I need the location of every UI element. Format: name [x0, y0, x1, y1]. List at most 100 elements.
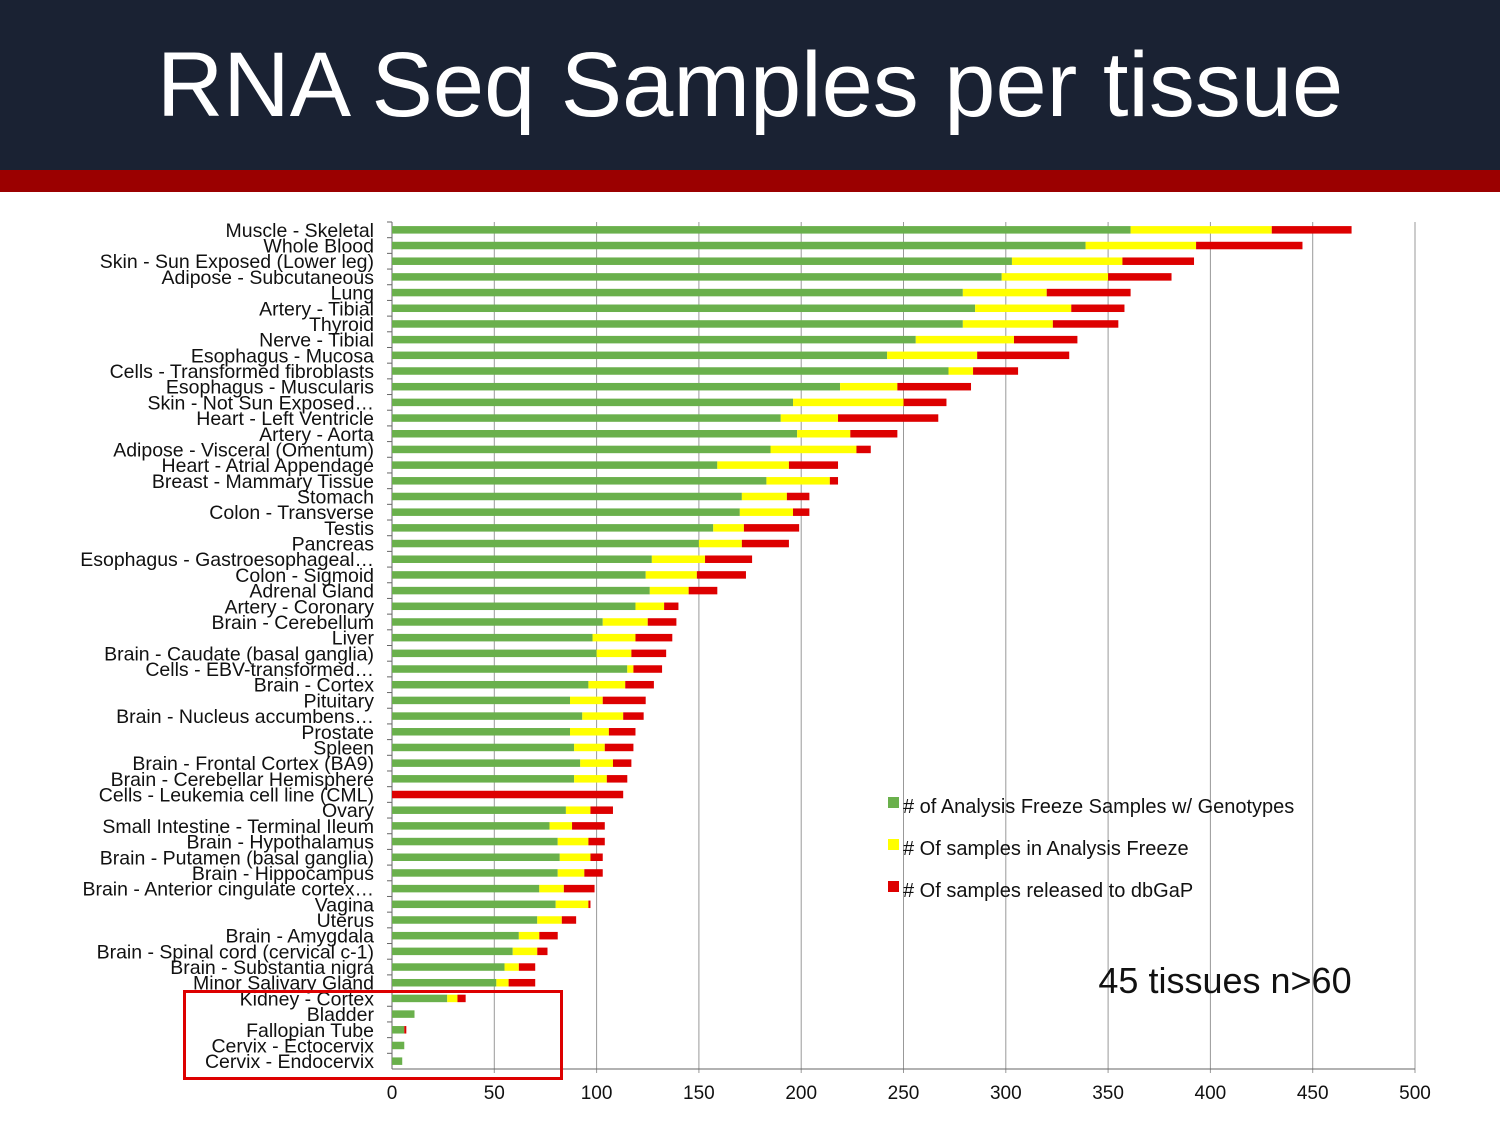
- x-tick-label: 350: [1092, 1083, 1124, 1104]
- category-label: Adrenal Gland: [249, 581, 374, 603]
- category-label: Skin - Not Sun Exposed…: [147, 392, 374, 414]
- category-label: Cells - Leukemia cell line (CML): [99, 785, 374, 807]
- bar-segment: [705, 555, 753, 563]
- bar-segment: [743, 524, 800, 532]
- bar-segment: [1085, 241, 1197, 250]
- category-label: Spleen: [313, 737, 374, 759]
- bar-segment: [392, 712, 583, 720]
- category-label: Vagina: [315, 894, 374, 916]
- bar-segment: [625, 680, 654, 689]
- bar-segment: [1013, 335, 1078, 344]
- category-label: Brain - Cortex: [254, 675, 375, 697]
- bar-segment: [392, 775, 575, 783]
- bar-segment: [392, 414, 781, 422]
- category-label: Liver: [332, 628, 375, 650]
- category-label: Pancreas: [292, 534, 375, 556]
- category-label: Esophagus - Mucosa: [191, 345, 374, 367]
- bar-segment: [962, 288, 1047, 297]
- bar-segment: [856, 445, 871, 454]
- bar-segment: [392, 257, 1012, 265]
- bar-segment: [392, 1041, 405, 1050]
- bar-segment: [1122, 257, 1195, 265]
- category-label: Brain - Spinal cord (cervical c-1): [97, 941, 374, 963]
- bar-segment: [392, 884, 540, 893]
- bar-segment: [563, 884, 595, 893]
- category-label: Testis: [324, 518, 374, 540]
- category-label: Lung: [331, 283, 374, 305]
- bar-segment: [897, 382, 972, 391]
- bar-segment: [741, 492, 787, 501]
- bar-segment: [457, 994, 466, 1003]
- category-label: Whole Blood: [263, 236, 374, 258]
- bar-segment: [512, 947, 538, 956]
- category-label: Stomach: [297, 486, 374, 508]
- bar-segment: [580, 759, 613, 767]
- category-label: Muscle - Skeletal: [226, 220, 374, 242]
- bar-segment: [588, 900, 591, 909]
- bar-segment: [392, 963, 505, 971]
- bar-segment: [392, 524, 714, 532]
- bar-segment: [739, 508, 794, 516]
- bar-segment: [392, 806, 566, 814]
- bar-segment: [717, 461, 789, 469]
- legend-swatch: [888, 839, 899, 850]
- bar-segment: [588, 837, 605, 846]
- category-label: Heart - Atrial Appendage: [162, 455, 374, 477]
- bar-segment: [962, 320, 1053, 328]
- bar-segment: [392, 728, 571, 736]
- category-label: Esophagus - Muscularis: [166, 377, 374, 399]
- bar-segment: [793, 398, 904, 407]
- category-label: Breast - Mammary Tissue: [152, 471, 374, 493]
- category-label: Nerve - Tibial: [259, 330, 374, 352]
- bar-segment: [688, 586, 718, 595]
- bar-segment: [392, 837, 558, 846]
- bar-segment: [392, 335, 916, 344]
- bar-segment: [612, 759, 632, 767]
- bar-segment: [392, 430, 798, 438]
- bar-segment: [518, 963, 536, 971]
- bar-segment: [392, 900, 556, 909]
- bar-segment: [392, 618, 603, 626]
- bar-segment: [539, 884, 564, 893]
- category-label: Colon - Sigmoid: [235, 565, 374, 587]
- bar-segment: [627, 665, 634, 673]
- category-label: Brain - Nucleus accumbens…: [116, 706, 374, 728]
- category-label: Brain - Anterior cingulate cortex…: [82, 879, 374, 901]
- bar-segment: [392, 931, 519, 940]
- x-tick-label: 400: [1195, 1083, 1227, 1104]
- bar-segment: [557, 869, 585, 877]
- bar-segment: [392, 288, 963, 297]
- bar-segment: [549, 822, 573, 830]
- bar-segment: [392, 382, 841, 391]
- bar-segment: [574, 743, 605, 752]
- bar-segment: [392, 477, 767, 485]
- category-label: Brain - Hippocampus: [192, 863, 374, 885]
- bar-segment: [696, 571, 746, 579]
- bar-segment: [392, 633, 593, 642]
- category-label: Artery - Aorta: [259, 424, 374, 446]
- bar-segment: [915, 335, 1014, 344]
- category-label: Heart - Left Ventricle: [196, 408, 374, 430]
- category-label: Artery - Coronary: [224, 596, 374, 618]
- bar-segment: [518, 931, 540, 940]
- bar-segment: [793, 508, 810, 516]
- bar-segment: [392, 226, 1131, 234]
- bar-segment: [392, 398, 794, 407]
- bar-segment: [780, 414, 839, 422]
- bar-segment: [645, 571, 697, 579]
- category-label: Small Intestine - Terminal Ileum: [102, 816, 374, 838]
- bar-segment: [840, 382, 898, 391]
- bar-segment: [392, 649, 597, 658]
- legend-label: # Of samples released to dbGaP: [903, 880, 1193, 902]
- bar-segment: [392, 853, 560, 861]
- category-label: Adipose - Subcutaneous: [162, 267, 375, 289]
- category-label: Cervix - Endocervix: [205, 1051, 374, 1073]
- highlight-box: [183, 990, 563, 1080]
- category-label: Brain - Hypothalamus: [187, 832, 375, 854]
- bar-segment: [392, 665, 628, 673]
- bar-segment: [392, 790, 624, 799]
- bar-segment: [392, 445, 771, 454]
- title-banner: [0, 0, 1500, 170]
- bar-segment: [392, 320, 963, 328]
